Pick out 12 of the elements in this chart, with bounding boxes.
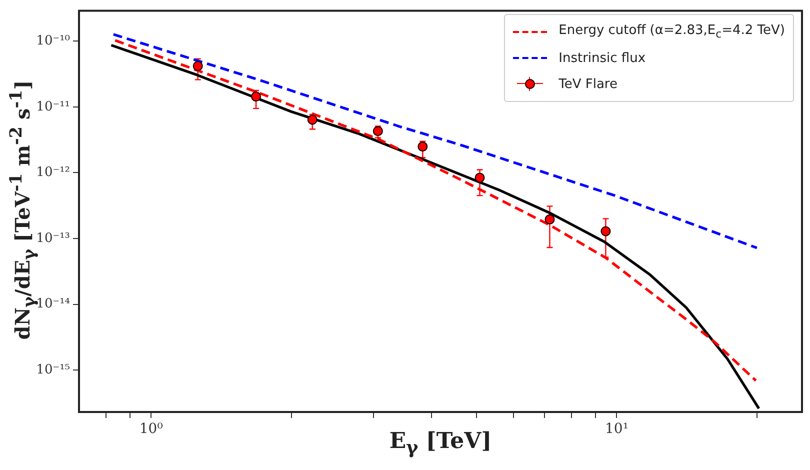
- y-tick-label: 10⁻¹⁵: [36, 362, 70, 378]
- y-tick-label: 10⁻¹⁰: [36, 34, 70, 49]
- y-tick-label: 10⁻¹³: [36, 230, 70, 246]
- legend-label: Instrinsic flux: [558, 50, 646, 66]
- legend-label: TeV Flare: [558, 76, 618, 92]
- y-tick-label: 10⁻¹¹: [36, 99, 70, 114]
- x-tick-label: 10⁰: [139, 421, 164, 438]
- legend-label: Energy cutoff (α=2.83,E$_{c}$=4.2 TeV): [558, 23, 785, 41]
- y-tick-label: 10⁻¹²: [36, 165, 70, 180]
- x-tick-label: 10¹: [605, 421, 628, 438]
- x-axis-title: E$_{γ}$ [TeV]: [389, 428, 492, 458]
- y-tick-label: 10⁻¹⁴: [36, 296, 70, 312]
